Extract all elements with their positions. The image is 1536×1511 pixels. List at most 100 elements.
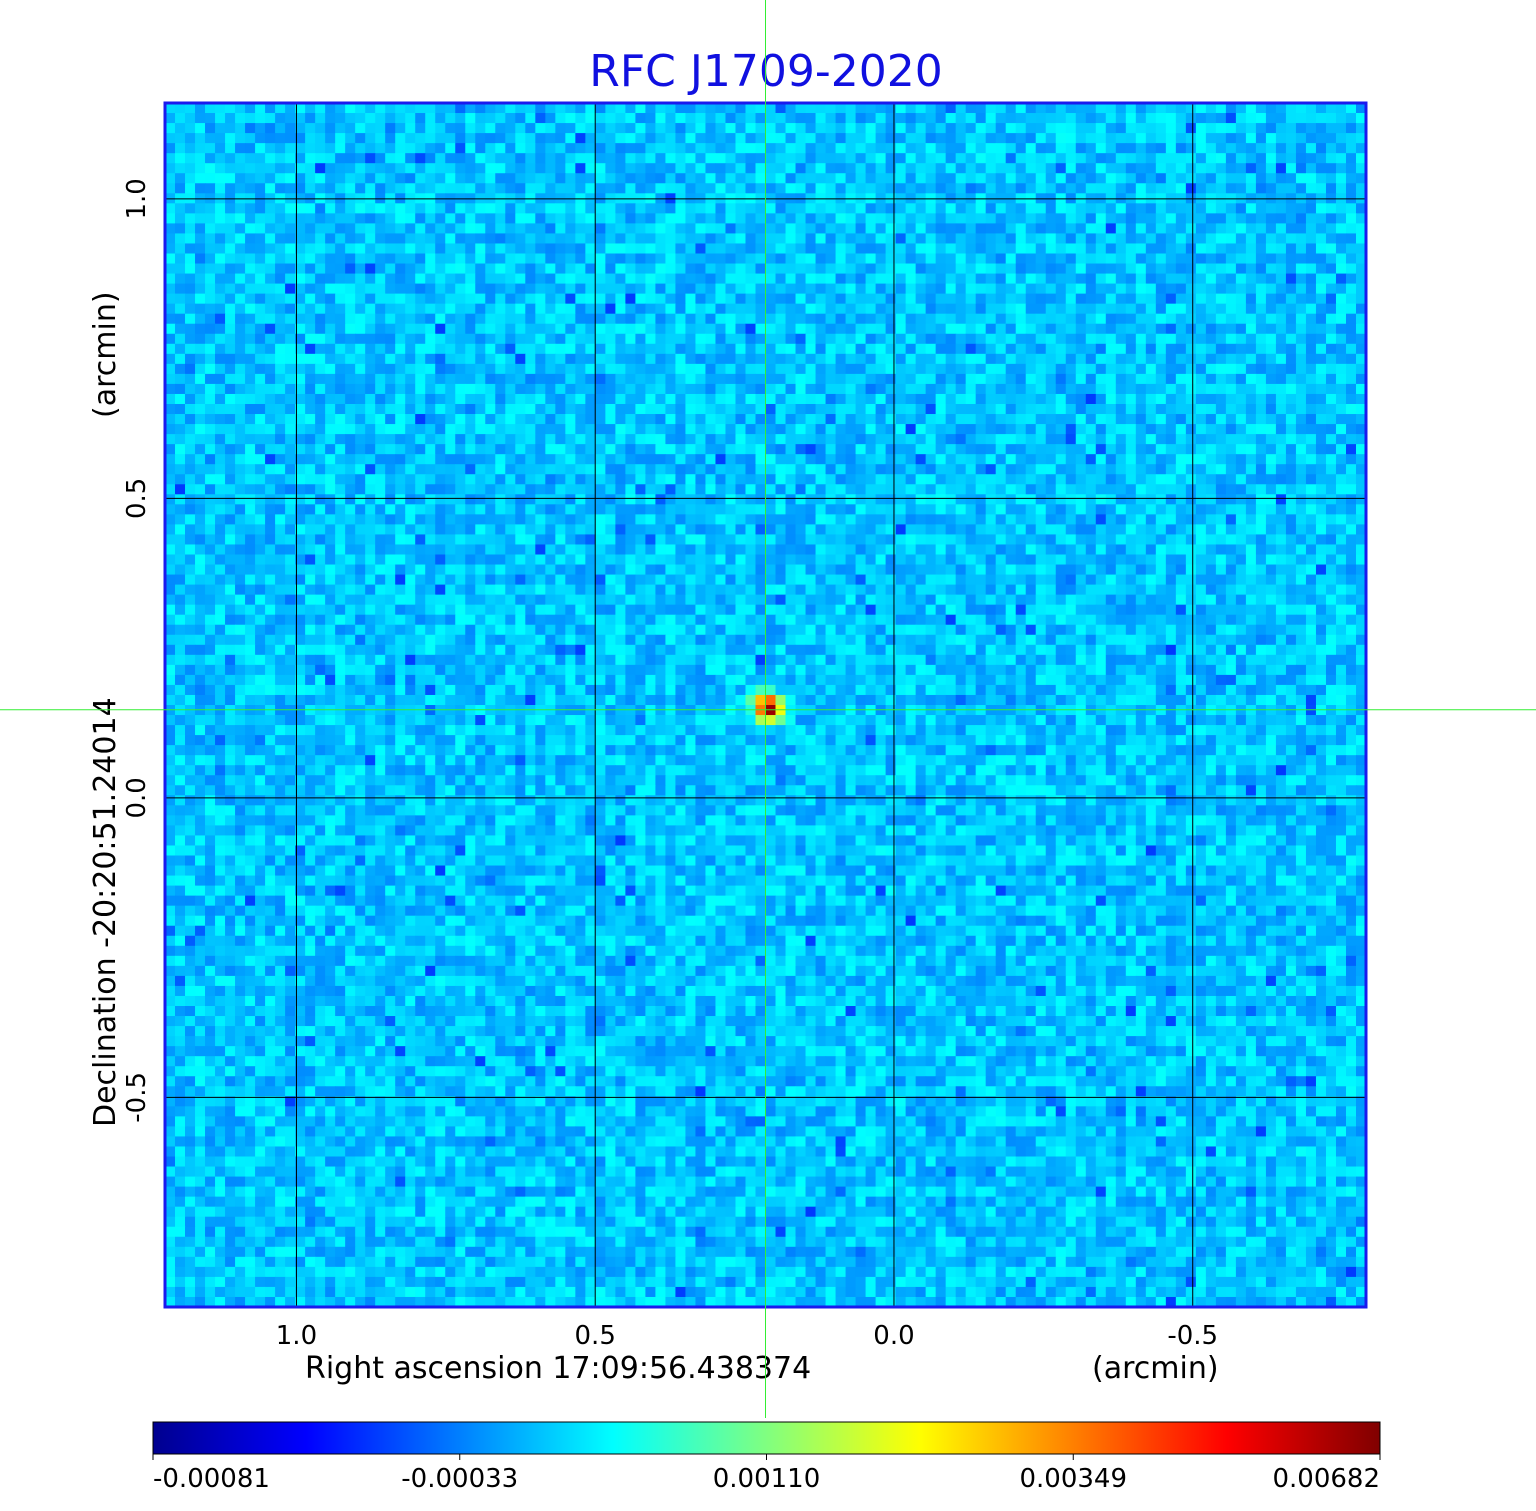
heatmap-pixel bbox=[355, 514, 366, 525]
heatmap-pixel bbox=[475, 113, 486, 124]
heatmap-pixel bbox=[635, 313, 646, 325]
heatmap-pixel bbox=[885, 494, 897, 505]
heatmap-pixel bbox=[1335, 253, 1347, 265]
heatmap-pixel bbox=[1135, 393, 1147, 405]
heatmap-pixel bbox=[415, 343, 426, 355]
heatmap-pixel bbox=[325, 373, 336, 385]
heatmap-pixel bbox=[1335, 203, 1347, 214]
heatmap-pixel bbox=[825, 203, 837, 214]
heatmap-pixel bbox=[405, 173, 416, 184]
heatmap-pixel bbox=[875, 484, 887, 495]
heatmap-pixel bbox=[1145, 173, 1157, 184]
heatmap-pixel bbox=[185, 494, 196, 505]
heatmap-pixel bbox=[365, 313, 376, 325]
heatmap-pixel bbox=[405, 223, 416, 235]
heatmap-pixel bbox=[565, 163, 576, 174]
heatmap-pixel bbox=[1195, 173, 1207, 184]
heatmap-pixel bbox=[975, 263, 987, 275]
heatmap-pixel bbox=[485, 253, 496, 265]
heatmap-pixel bbox=[1005, 504, 1017, 515]
heatmap-pixel bbox=[1085, 323, 1097, 335]
heatmap-pixel bbox=[1145, 363, 1157, 375]
heatmap-pixel bbox=[835, 363, 847, 375]
heatmap-pixel bbox=[605, 103, 616, 114]
heatmap-pixel bbox=[605, 484, 616, 495]
heatmap-pixel bbox=[1065, 313, 1077, 325]
heatmap-pixel bbox=[915, 273, 927, 285]
heatmap-pixel bbox=[1075, 494, 1087, 505]
heatmap-pixel bbox=[635, 484, 646, 495]
heatmap-pixel bbox=[315, 424, 326, 435]
heatmap-pixel bbox=[1355, 464, 1367, 475]
heatmap-pixel bbox=[1335, 263, 1347, 275]
heatmap-pixel bbox=[1135, 143, 1147, 154]
heatmap-pixel bbox=[295, 353, 306, 365]
heatmap-pixel bbox=[475, 173, 486, 184]
heatmap-pixel bbox=[1095, 243, 1107, 255]
heatmap-pixel bbox=[245, 253, 256, 265]
heatmap-pixel bbox=[1175, 454, 1187, 465]
heatmap-pixel bbox=[255, 233, 266, 245]
heatmap-pixel bbox=[985, 263, 997, 275]
heatmap-pixel bbox=[435, 474, 446, 485]
heatmap-pixel bbox=[195, 303, 206, 315]
heatmap-pixel bbox=[405, 293, 416, 305]
heatmap-pixel bbox=[265, 113, 276, 124]
heatmap-pixel bbox=[255, 404, 266, 415]
heatmap-pixel bbox=[1155, 353, 1167, 365]
heatmap-pixel bbox=[1215, 383, 1227, 395]
heatmap-pixel bbox=[565, 283, 576, 295]
heatmap-pixel bbox=[465, 143, 476, 154]
heatmap-pixel bbox=[435, 273, 446, 285]
heatmap-pixel bbox=[195, 143, 206, 154]
heatmap-pixel bbox=[175, 103, 186, 114]
heatmap-pixel bbox=[1115, 183, 1127, 194]
heatmap-pixel bbox=[575, 504, 586, 515]
heatmap-pixel bbox=[1065, 133, 1077, 144]
heatmap-pixel bbox=[1045, 504, 1057, 515]
heatmap-pixel bbox=[715, 203, 727, 214]
heatmap-pixel bbox=[695, 203, 707, 214]
heatmap-pixel bbox=[225, 343, 236, 355]
heatmap-pixel bbox=[285, 484, 296, 495]
heatmap-pixel bbox=[545, 494, 556, 505]
heatmap-pixel bbox=[505, 504, 516, 515]
heatmap-pixel bbox=[175, 273, 186, 285]
heatmap-pixel bbox=[575, 233, 586, 245]
heatmap-pixel bbox=[435, 263, 446, 275]
heatmap-pixel bbox=[355, 504, 366, 515]
heatmap-pixel bbox=[225, 133, 236, 144]
heatmap-pixel bbox=[1245, 444, 1257, 455]
heatmap-pixel bbox=[695, 293, 707, 305]
heatmap-pixel bbox=[1095, 163, 1107, 174]
heatmap-pixel bbox=[475, 353, 486, 365]
heatmap-pixel bbox=[1255, 313, 1267, 325]
heatmap-pixel bbox=[1355, 303, 1367, 315]
heatmap-pixel bbox=[395, 133, 406, 144]
heatmap-pixel bbox=[785, 323, 797, 335]
heatmap-pixel bbox=[665, 283, 677, 295]
heatmap-pixel bbox=[795, 343, 807, 355]
heatmap-pixel bbox=[805, 393, 817, 405]
heatmap-pixel bbox=[755, 454, 767, 465]
heatmap-pixel bbox=[435, 183, 446, 194]
heatmap-pixel bbox=[985, 213, 997, 224]
heatmap-pixel bbox=[1255, 123, 1267, 134]
heatmap-pixel bbox=[495, 253, 506, 265]
heatmap-pixel bbox=[535, 103, 546, 114]
heatmap-pixel bbox=[985, 103, 997, 114]
heatmap-pixel bbox=[305, 223, 316, 235]
heatmap-pixel bbox=[655, 484, 667, 495]
heatmap-pixel bbox=[755, 373, 767, 385]
heatmap-pixel bbox=[875, 353, 887, 365]
heatmap-pixel bbox=[1145, 313, 1157, 325]
heatmap-pixel bbox=[935, 163, 947, 174]
heatmap-pixel bbox=[785, 213, 797, 224]
heatmap-pixel bbox=[345, 103, 356, 114]
heatmap-pixel bbox=[1055, 414, 1067, 425]
heatmap-pixel bbox=[555, 323, 566, 335]
heatmap-pixel bbox=[885, 474, 897, 485]
heatmap-pixel bbox=[305, 293, 316, 305]
heatmap-pixel bbox=[415, 474, 426, 485]
heatmap-pixel bbox=[1255, 283, 1267, 295]
